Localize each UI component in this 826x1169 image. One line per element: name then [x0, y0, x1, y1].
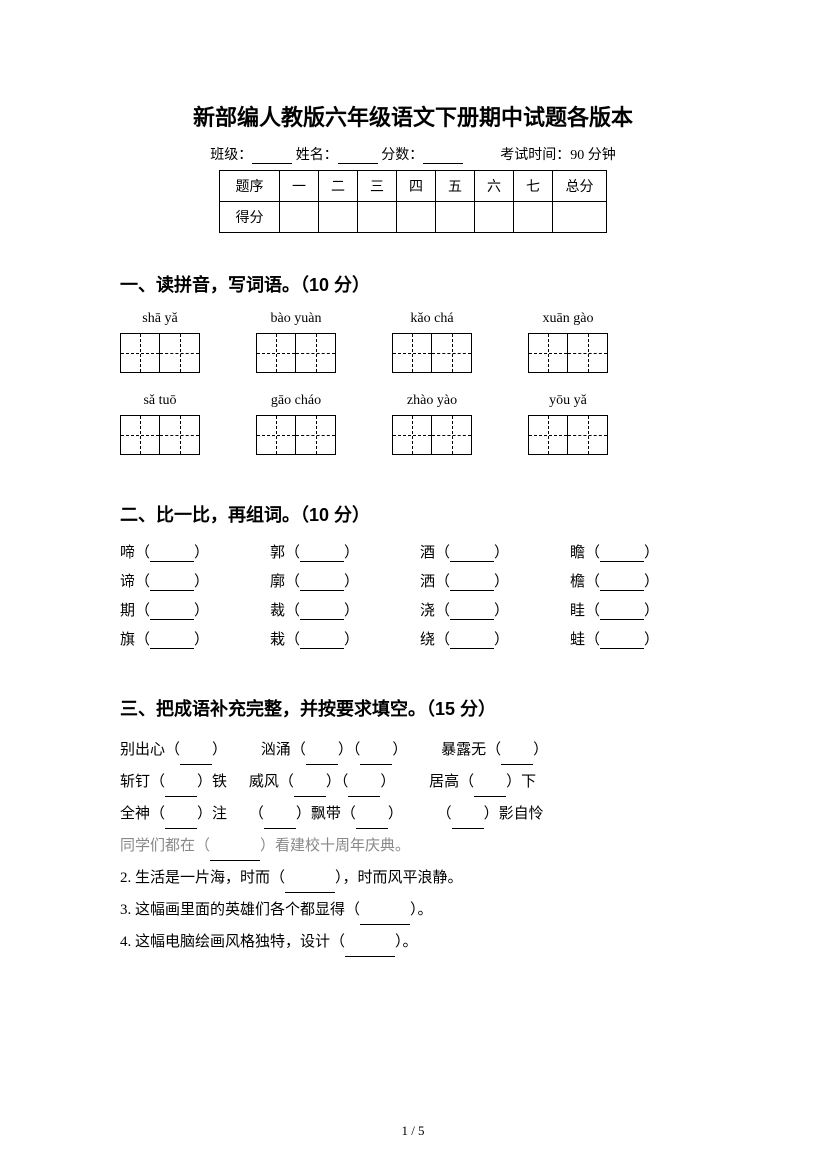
pinyin-label: bào yuàn: [271, 311, 322, 327]
th: 七: [514, 171, 553, 202]
section1-heading: 一、读拼音，写词语。（10 分）: [120, 271, 706, 297]
th: 三: [358, 171, 397, 202]
compare-item: 蛙（）: [570, 628, 706, 649]
pinyin-item: gāo cháo: [256, 393, 336, 455]
th: 总分: [553, 171, 607, 202]
td: [319, 202, 358, 233]
pinyin-item: kǎo chá: [392, 311, 472, 373]
compare-item: 裁（）: [270, 599, 406, 620]
pinyin-item: zhào yào: [392, 393, 472, 455]
compare-item: 旗（）: [120, 628, 256, 649]
pinyin-label: shā yǎ: [142, 311, 177, 327]
char-boxes: [256, 415, 336, 455]
td: [280, 202, 319, 233]
sentence-3: 3. 这幅画里面的英雄们各个都显得（）。: [120, 895, 706, 925]
pinyin-grid: shā yǎ bào yuàn kǎo chá xuān gào sǎ tuō …: [120, 311, 706, 455]
compare-grid: 啼（） 郭（） 酒（） 瞻（） 谛（） 廓（） 洒（） 檐（） 期（） 裁（） …: [120, 541, 706, 649]
td: [397, 202, 436, 233]
meta-row: 班级： 姓名： 分数： 考试时间：90 分钟: [120, 144, 706, 164]
compare-item: 檐（）: [570, 570, 706, 591]
th: 六: [475, 171, 514, 202]
pinyin-label: kǎo chá: [410, 311, 453, 327]
char-boxes: [120, 415, 200, 455]
pinyin-item: bào yuàn: [256, 311, 336, 373]
class-blank: [252, 150, 292, 164]
td: [358, 202, 397, 233]
table-row: 题序 一 二 三 四 五 六 七 总分: [220, 171, 607, 202]
compare-item: 绕（）: [420, 628, 556, 649]
pinyin-row: sǎ tuō gāo cháo zhào yào yōu yǎ: [120, 393, 706, 455]
th: 二: [319, 171, 358, 202]
compare-item: 郭（）: [270, 541, 406, 562]
page-title: 新部编人教版六年级语文下册期中试题各版本: [120, 100, 706, 132]
pinyin-label: sǎ tuō: [143, 393, 176, 409]
compare-item: 栽（）: [270, 628, 406, 649]
compare-item: 廓（）: [270, 570, 406, 591]
char-boxes: [528, 415, 608, 455]
name-label: 姓名：: [296, 148, 338, 163]
idiom-line: 全神（）注 （）飘带（） （）影自怜: [120, 799, 706, 829]
compare-item: 谛（）: [120, 570, 256, 591]
score-blank: [423, 150, 463, 164]
td: 得分: [220, 202, 280, 233]
pinyin-item: yōu yǎ: [528, 393, 608, 455]
td: [475, 202, 514, 233]
compare-item: 眭（）: [570, 599, 706, 620]
pinyin-item: xuān gào: [528, 311, 608, 373]
table-row: 得分: [220, 202, 607, 233]
sentence-2: 2. 生活是一片海，时而（），时而风平浪静。: [120, 863, 706, 893]
pinyin-row: shā yǎ bào yuàn kǎo chá xuān gào: [120, 311, 706, 373]
page-footer: 1 / 5: [0, 1123, 826, 1139]
pinyin-label: yōu yǎ: [549, 393, 587, 409]
pinyin-label: zhào yào: [407, 393, 457, 409]
char-boxes: [120, 333, 200, 373]
idiom-line: 斩钉（）铁 威风（）（） 居高（）下: [120, 767, 706, 797]
compare-item: 洒（）: [420, 570, 556, 591]
th: 一: [280, 171, 319, 202]
compare-item: 瞻（）: [570, 541, 706, 562]
sentence-faded: 同学们都在（）看建校十周年庆典。: [120, 831, 706, 861]
compare-item: 酒（）: [420, 541, 556, 562]
pinyin-item: shā yǎ: [120, 311, 200, 373]
pinyin-label: gāo cháo: [271, 393, 321, 409]
section2-heading: 二、比一比，再组词。（10 分）: [120, 501, 706, 527]
compare-item: 期（）: [120, 599, 256, 620]
pinyin-label: xuān gào: [543, 311, 594, 327]
char-boxes: [392, 415, 472, 455]
idiom-line: 别出心（） 汹涌（）（） 暴露无（）: [120, 735, 706, 765]
char-boxes: [528, 333, 608, 373]
th: 题序: [220, 171, 280, 202]
score-table: 题序 一 二 三 四 五 六 七 总分 得分: [219, 170, 607, 233]
compare-item: 啼（）: [120, 541, 256, 562]
sentence-4: 4. 这幅电脑绘画风格独特，设计（）。: [120, 927, 706, 957]
th: 四: [397, 171, 436, 202]
th: 五: [436, 171, 475, 202]
name-blank: [338, 150, 378, 164]
idiom-lines: 别出心（） 汹涌（）（） 暴露无（） 斩钉（）铁 威风（）（） 居高（）下 全神…: [120, 735, 706, 957]
td: [514, 202, 553, 233]
section3-heading: 三、把成语补充完整，并按要求填空。（15 分）: [120, 695, 706, 721]
pinyin-item: sǎ tuō: [120, 393, 200, 455]
char-boxes: [392, 333, 472, 373]
score-label: 分数：: [381, 148, 423, 163]
td: [436, 202, 475, 233]
class-label: 班级：: [210, 148, 252, 163]
td: [553, 202, 607, 233]
time-label: 考试时间：90 分钟: [500, 148, 616, 163]
char-boxes: [256, 333, 336, 373]
compare-item: 浇（）: [420, 599, 556, 620]
